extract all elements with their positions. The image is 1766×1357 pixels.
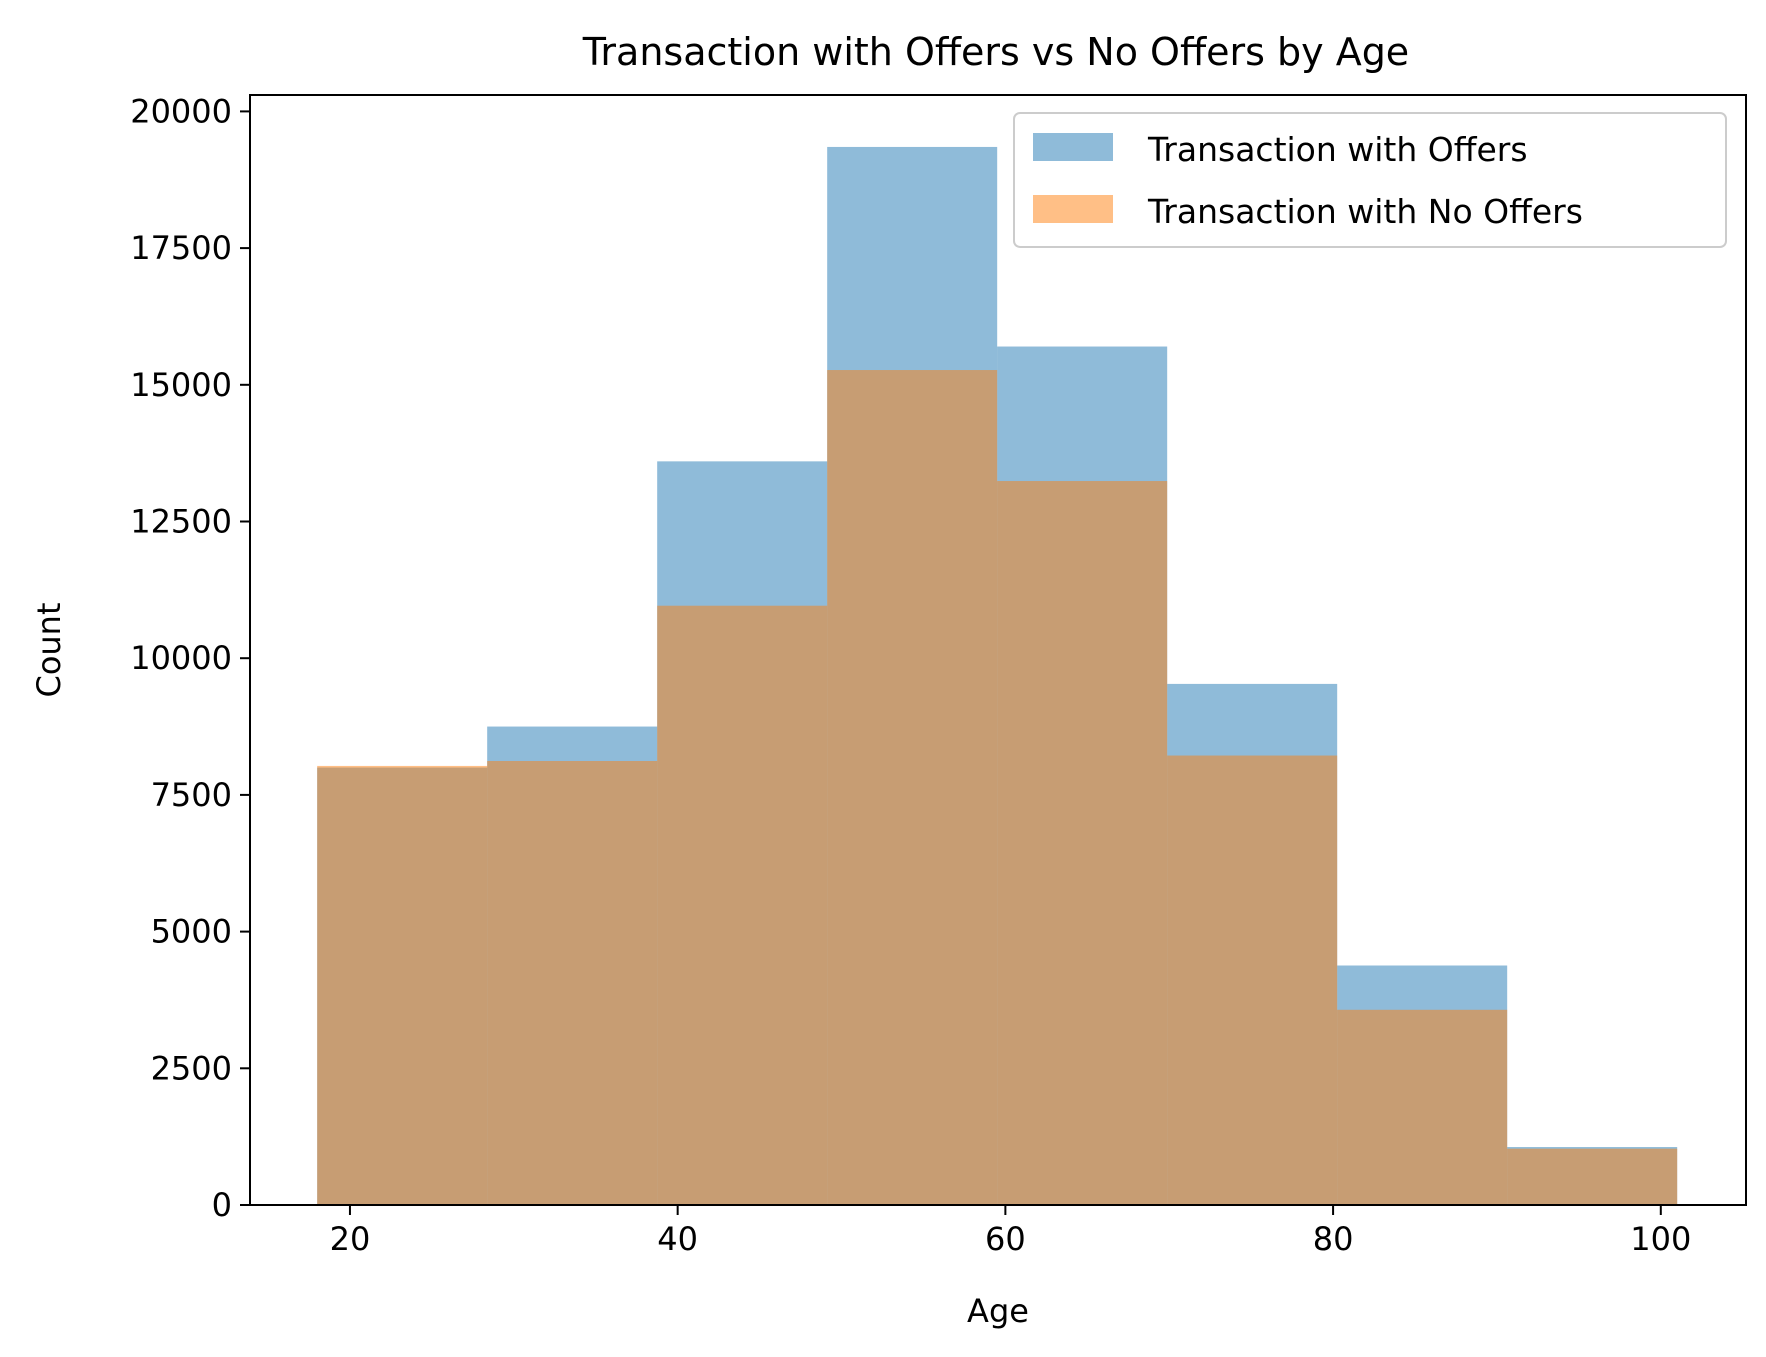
- legend: Transaction with Offers Transaction with…: [1013, 112, 1727, 248]
- y-tick-label: 5000: [151, 913, 232, 951]
- plot-area-frame: [249, 94, 1747, 1206]
- x-axis-ticks: 20 40 60 80 100: [330, 1205, 1691, 1258]
- y-tick-label: 12500: [130, 503, 232, 541]
- legend-swatch-offers: [1033, 133, 1113, 161]
- x-tick-label: 80: [1313, 1220, 1354, 1258]
- x-axis-label: Age: [967, 1292, 1029, 1330]
- bar-no-offers-2: [657, 605, 828, 1205]
- y-tick-label: 15000: [130, 366, 232, 404]
- x-tick-label: 100: [1630, 1220, 1691, 1258]
- y-tick-label: 7500: [151, 776, 232, 814]
- x-tick-label: 60: [985, 1220, 1026, 1258]
- chart-title: Transaction with Offers vs No Offers by …: [582, 30, 1409, 74]
- bar-no-offers-1: [487, 761, 658, 1205]
- legend-frame: [1013, 112, 1727, 248]
- legend-label-no-offers: Transaction with No Offers: [1147, 192, 1583, 231]
- bars-layer: [317, 146, 1678, 1206]
- bar-no-offers-6: [1337, 1009, 1508, 1205]
- bar-no-offers-3: [827, 370, 998, 1205]
- legend-label-offers: Transaction with Offers: [1147, 130, 1528, 169]
- bar-no-offers-5: [1167, 755, 1338, 1205]
- bar-no-offers-4: [997, 481, 1168, 1205]
- bar-no-offers-0: [317, 765, 488, 1205]
- y-tick-label: 2500: [151, 1049, 232, 1087]
- x-tick-label: 40: [657, 1220, 698, 1258]
- y-tick-label: 20000: [130, 92, 232, 130]
- y-axis-ticks: 0 2500 5000 7500 10000 12500 15000 17500 20000: [130, 92, 250, 1224]
- x-tick-label: 20: [330, 1220, 371, 1258]
- legend-swatch-no-offers: [1033, 195, 1113, 223]
- y-tick-label: 10000: [130, 639, 232, 677]
- bar-no-offers-7: [1507, 1148, 1678, 1205]
- y-tick-label: 17500: [130, 229, 232, 267]
- y-axis-label: Count: [30, 602, 68, 697]
- y-tick-label: 0: [212, 1186, 232, 1224]
